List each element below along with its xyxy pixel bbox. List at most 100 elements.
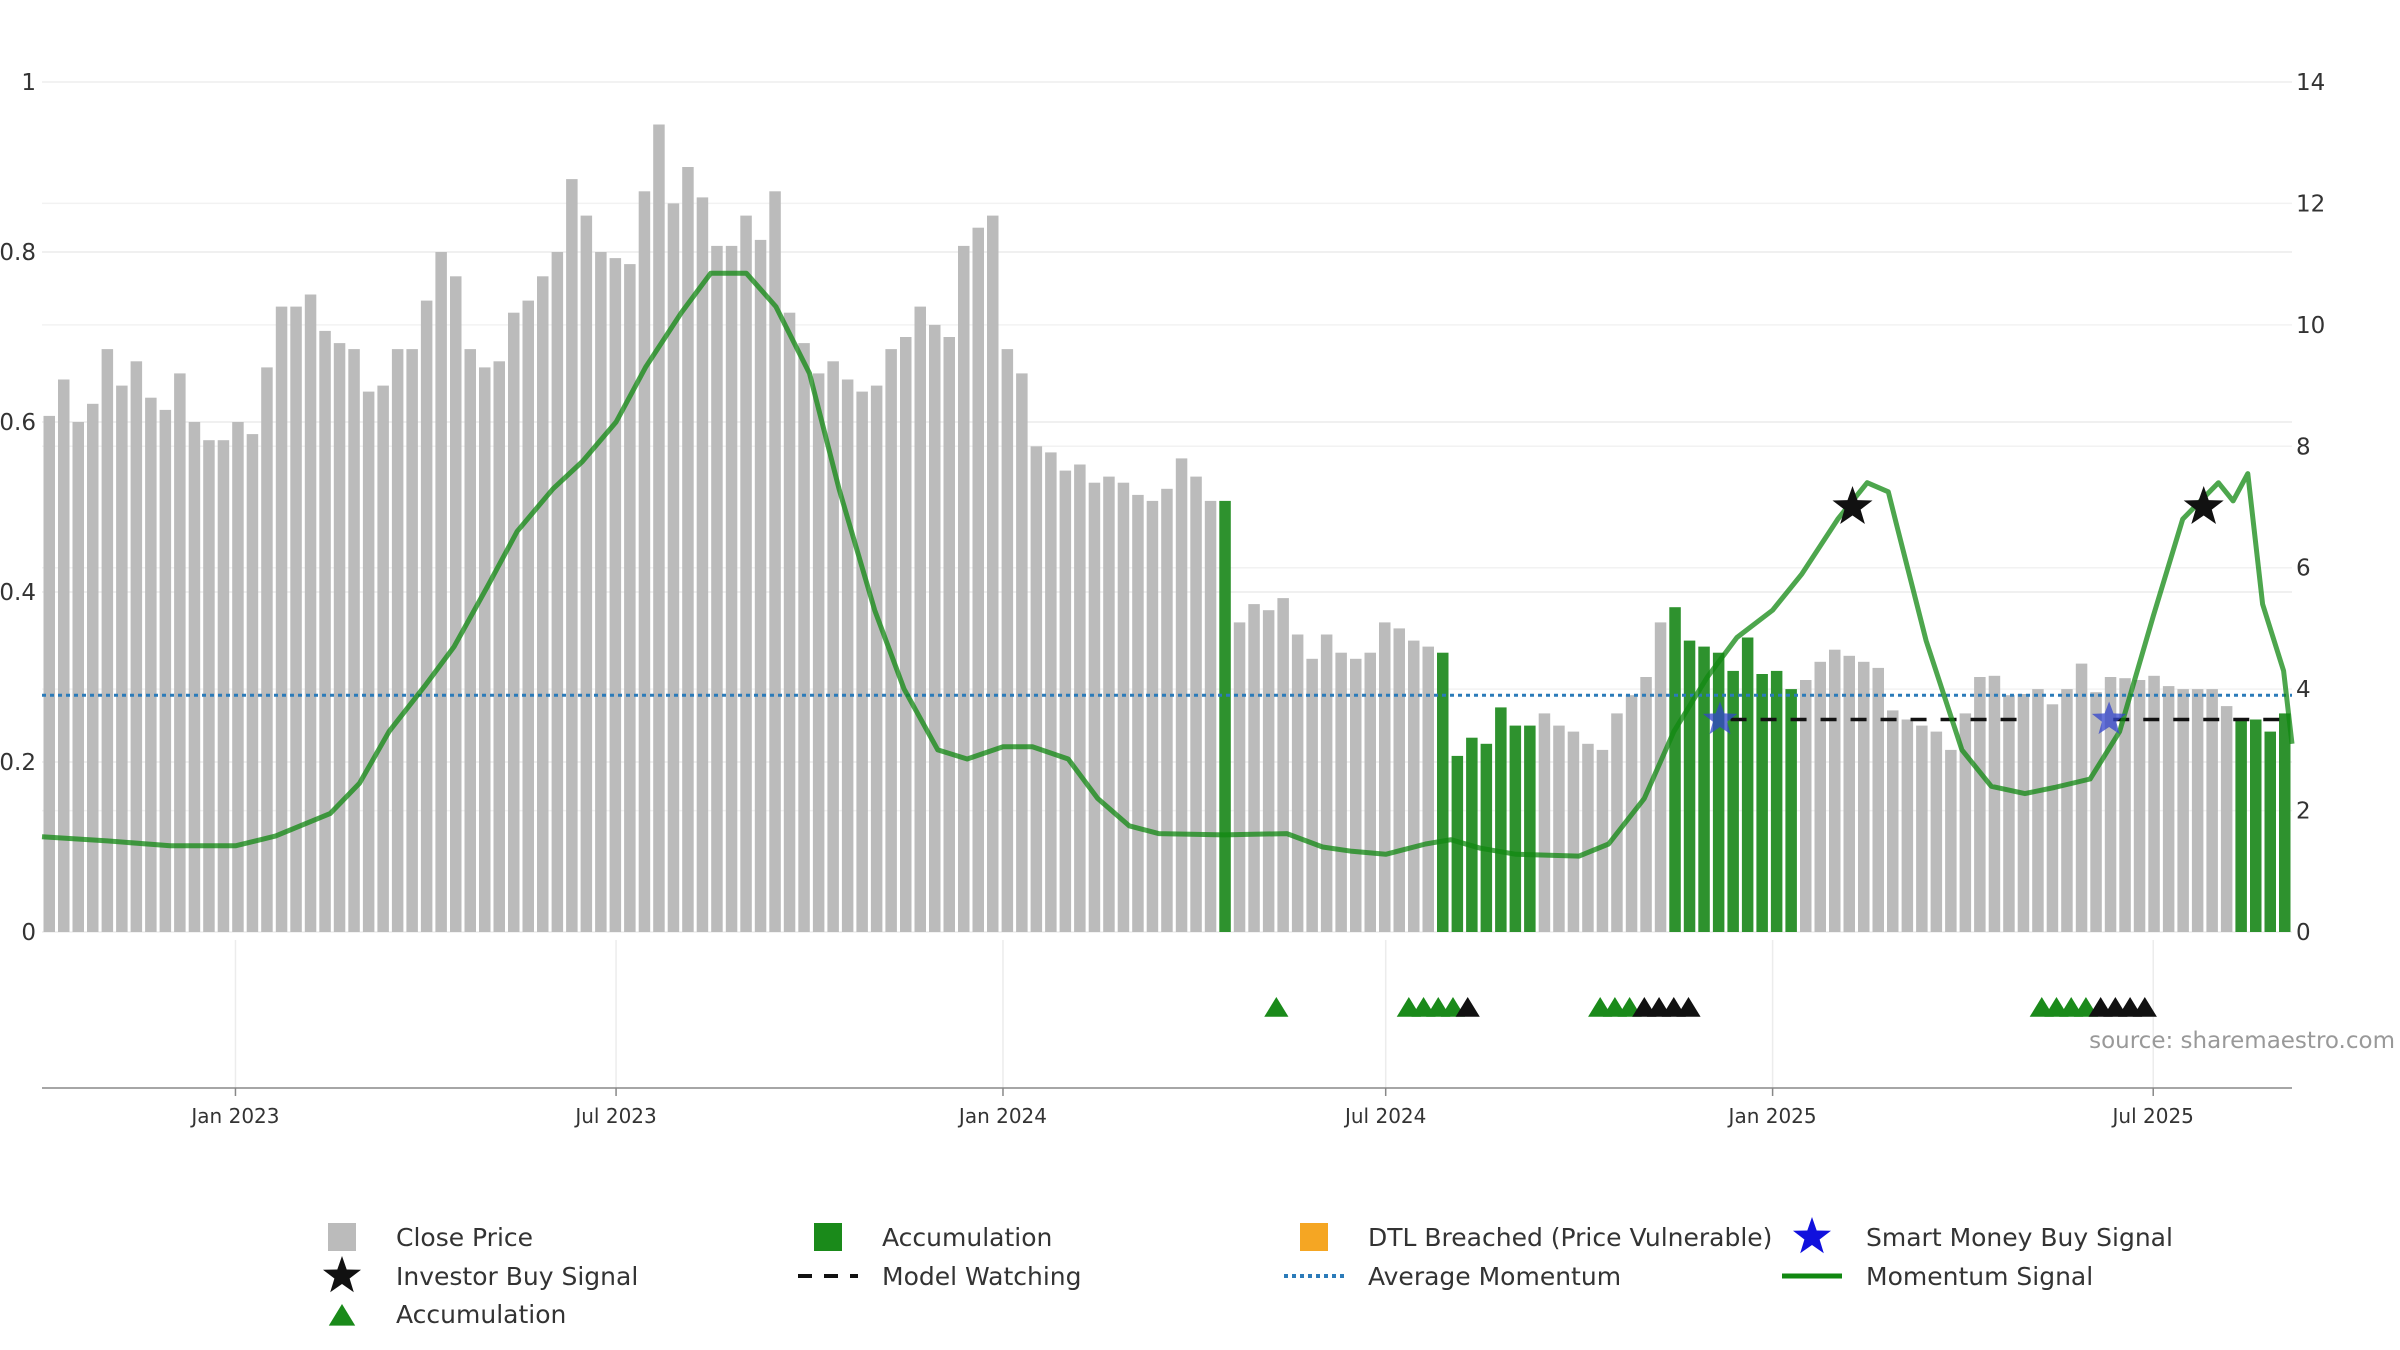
close-price-bar — [1930, 731, 1943, 932]
accumulation-bar — [2264, 731, 2276, 932]
close-price-bar — [450, 276, 462, 932]
close-price-bar — [551, 252, 564, 932]
y-right-tick-label: 10 — [2296, 313, 2325, 339]
accumulation-bar — [1495, 707, 1507, 932]
close-price-bar — [987, 215, 999, 933]
close-price-bar — [740, 215, 752, 933]
y-right-tick-label: 0 — [2296, 920, 2311, 946]
accumulation-bar — [1698, 646, 1710, 932]
close-price-bar — [203, 440, 215, 932]
close-price-bar — [522, 300, 534, 933]
close-price-bar — [2206, 689, 2218, 932]
legend-item: Accumulation — [814, 1223, 1052, 1252]
close-price-bar — [87, 403, 99, 932]
accumulation-bar — [1466, 737, 1478, 932]
close-price-bar — [508, 312, 520, 932]
y-right-tick-label: 12 — [2296, 191, 2325, 217]
x-tick-label: Jul 2025 — [2111, 1104, 2194, 1128]
close-price-bar — [900, 337, 912, 932]
close-price-bar — [725, 245, 738, 932]
x-tick-label: Jan 2023 — [189, 1104, 279, 1128]
accumulation-bar — [1741, 637, 1754, 932]
close-price-bar — [2119, 678, 2131, 932]
close-price-bar — [1379, 622, 1391, 932]
close-price-bar — [1146, 500, 1159, 932]
legend-item: Model Watching — [798, 1262, 1082, 1291]
close-price-bar — [1611, 713, 1623, 932]
close-price-bar — [1596, 749, 1609, 932]
legend-square-icon — [814, 1223, 842, 1251]
y-left-tick-label: 0.2 — [0, 750, 36, 776]
close-price-bar — [1030, 446, 1043, 932]
close-price-bar — [333, 343, 346, 933]
close-price-bar — [1829, 649, 1841, 932]
y-right-tick-label: 6 — [2296, 556, 2311, 582]
legend-square-icon — [1300, 1223, 1328, 1251]
close-price-bar — [1204, 500, 1217, 932]
close-price-bar — [624, 264, 636, 933]
close-price-bar — [2133, 680, 2146, 932]
close-price-bar — [769, 191, 781, 933]
close-price-bar — [1538, 713, 1551, 932]
close-price-bar — [58, 379, 70, 932]
close-price-bar — [1045, 452, 1057, 932]
close-price-bar — [856, 391, 868, 933]
close-price-bar — [1654, 622, 1667, 932]
close-price-bar — [1117, 482, 1130, 932]
close-price-bar — [1277, 598, 1289, 932]
close-price-bar — [1843, 655, 1855, 933]
legend: Close Price Accumulation DTL Breached (Pri… — [323, 1217, 2173, 1329]
accumulation-bar — [1785, 689, 1797, 932]
close-price-bar — [1248, 604, 1260, 932]
close-price-bar — [420, 300, 433, 933]
close-price-bar — [1074, 464, 1086, 932]
legend-label: Accumulation — [396, 1300, 566, 1329]
close-price-bar — [217, 440, 230, 932]
close-price-bar — [464, 349, 476, 933]
close-price-bar — [319, 330, 331, 932]
y-right-tick-label: 2 — [2296, 799, 2311, 825]
legend-item: Momentum Signal — [1782, 1262, 2093, 1291]
accumulation-bar — [2235, 719, 2247, 932]
close-price-bar — [304, 294, 317, 932]
close-price-bar — [290, 306, 302, 933]
accumulation-bar — [1756, 674, 1768, 932]
accumulation-bar — [1437, 652, 1449, 932]
accumulation-bar — [2279, 713, 2291, 932]
close-price-bar — [1059, 470, 1072, 932]
close-price-bar — [2061, 689, 2073, 932]
legend-item: Close Price — [328, 1223, 533, 1252]
momentum-signal-line — [41, 270, 2295, 859]
close-price-bar — [1161, 488, 1173, 932]
close-price-bar — [1320, 634, 1333, 932]
close-price-bar — [2177, 689, 2189, 932]
close-price-bar — [2090, 692, 2102, 932]
close-price-bar — [943, 337, 955, 932]
signal-markers — [1264, 486, 2224, 1017]
close-price-bar — [2148, 675, 2160, 932]
close-price-bar — [798, 343, 810, 933]
close-price-bar — [1422, 646, 1434, 932]
close-price-bar — [1553, 725, 1565, 932]
y-right-tick-label: 14 — [2296, 70, 2325, 96]
close-price-bar — [754, 239, 767, 932]
source-note: source: sharemaestro.com — [2089, 1028, 2395, 1054]
close-price-bar — [2075, 663, 2088, 932]
legend-star-icon — [1793, 1217, 1831, 1254]
close-price-bar — [1291, 634, 1304, 932]
close-price-bar — [435, 252, 447, 932]
close-price-bar — [188, 422, 201, 932]
y-left-tick-label: 0.6 — [0, 410, 36, 436]
price-bars — [43, 124, 2291, 933]
legend-label: Model Watching — [882, 1262, 1082, 1291]
close-price-bar — [1901, 719, 1914, 932]
close-price-bar — [1103, 476, 1115, 932]
close-price-bar — [1814, 661, 1826, 932]
close-price-bar — [2191, 689, 2204, 932]
close-price-bar — [1088, 482, 1101, 932]
close-price-bar — [609, 258, 622, 933]
close-price-bar — [116, 385, 128, 933]
legend-item: Accumulation — [328, 1300, 566, 1329]
